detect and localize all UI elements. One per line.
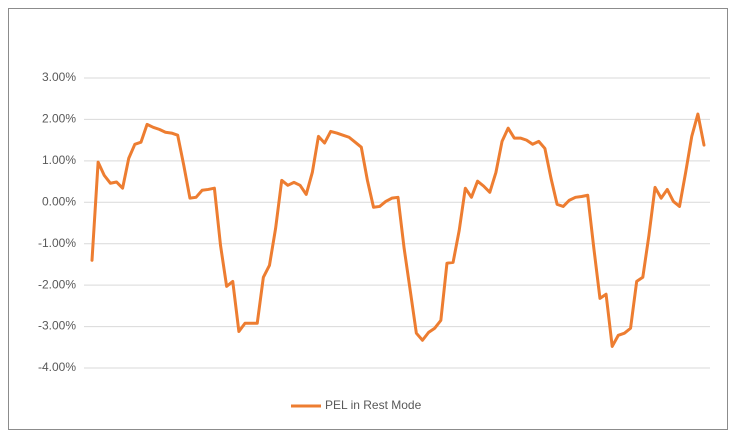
- y-tick-label: 3.00%: [42, 70, 76, 84]
- data-line: [90, 112, 706, 348]
- y-tick-label: -2.00%: [38, 277, 76, 291]
- y-tick-label: -4.00%: [38, 360, 76, 374]
- y-tick-label: 0.00%: [42, 194, 76, 208]
- y-tick-label: 1.00%: [42, 153, 76, 167]
- y-tick-label: -1.00%: [38, 236, 76, 250]
- legend-label: PEL in Rest Mode: [325, 398, 422, 412]
- chart-border: [8, 8, 728, 430]
- y-tick-label: -3.00%: [38, 319, 76, 333]
- y-tick-label: 2.00%: [42, 112, 76, 126]
